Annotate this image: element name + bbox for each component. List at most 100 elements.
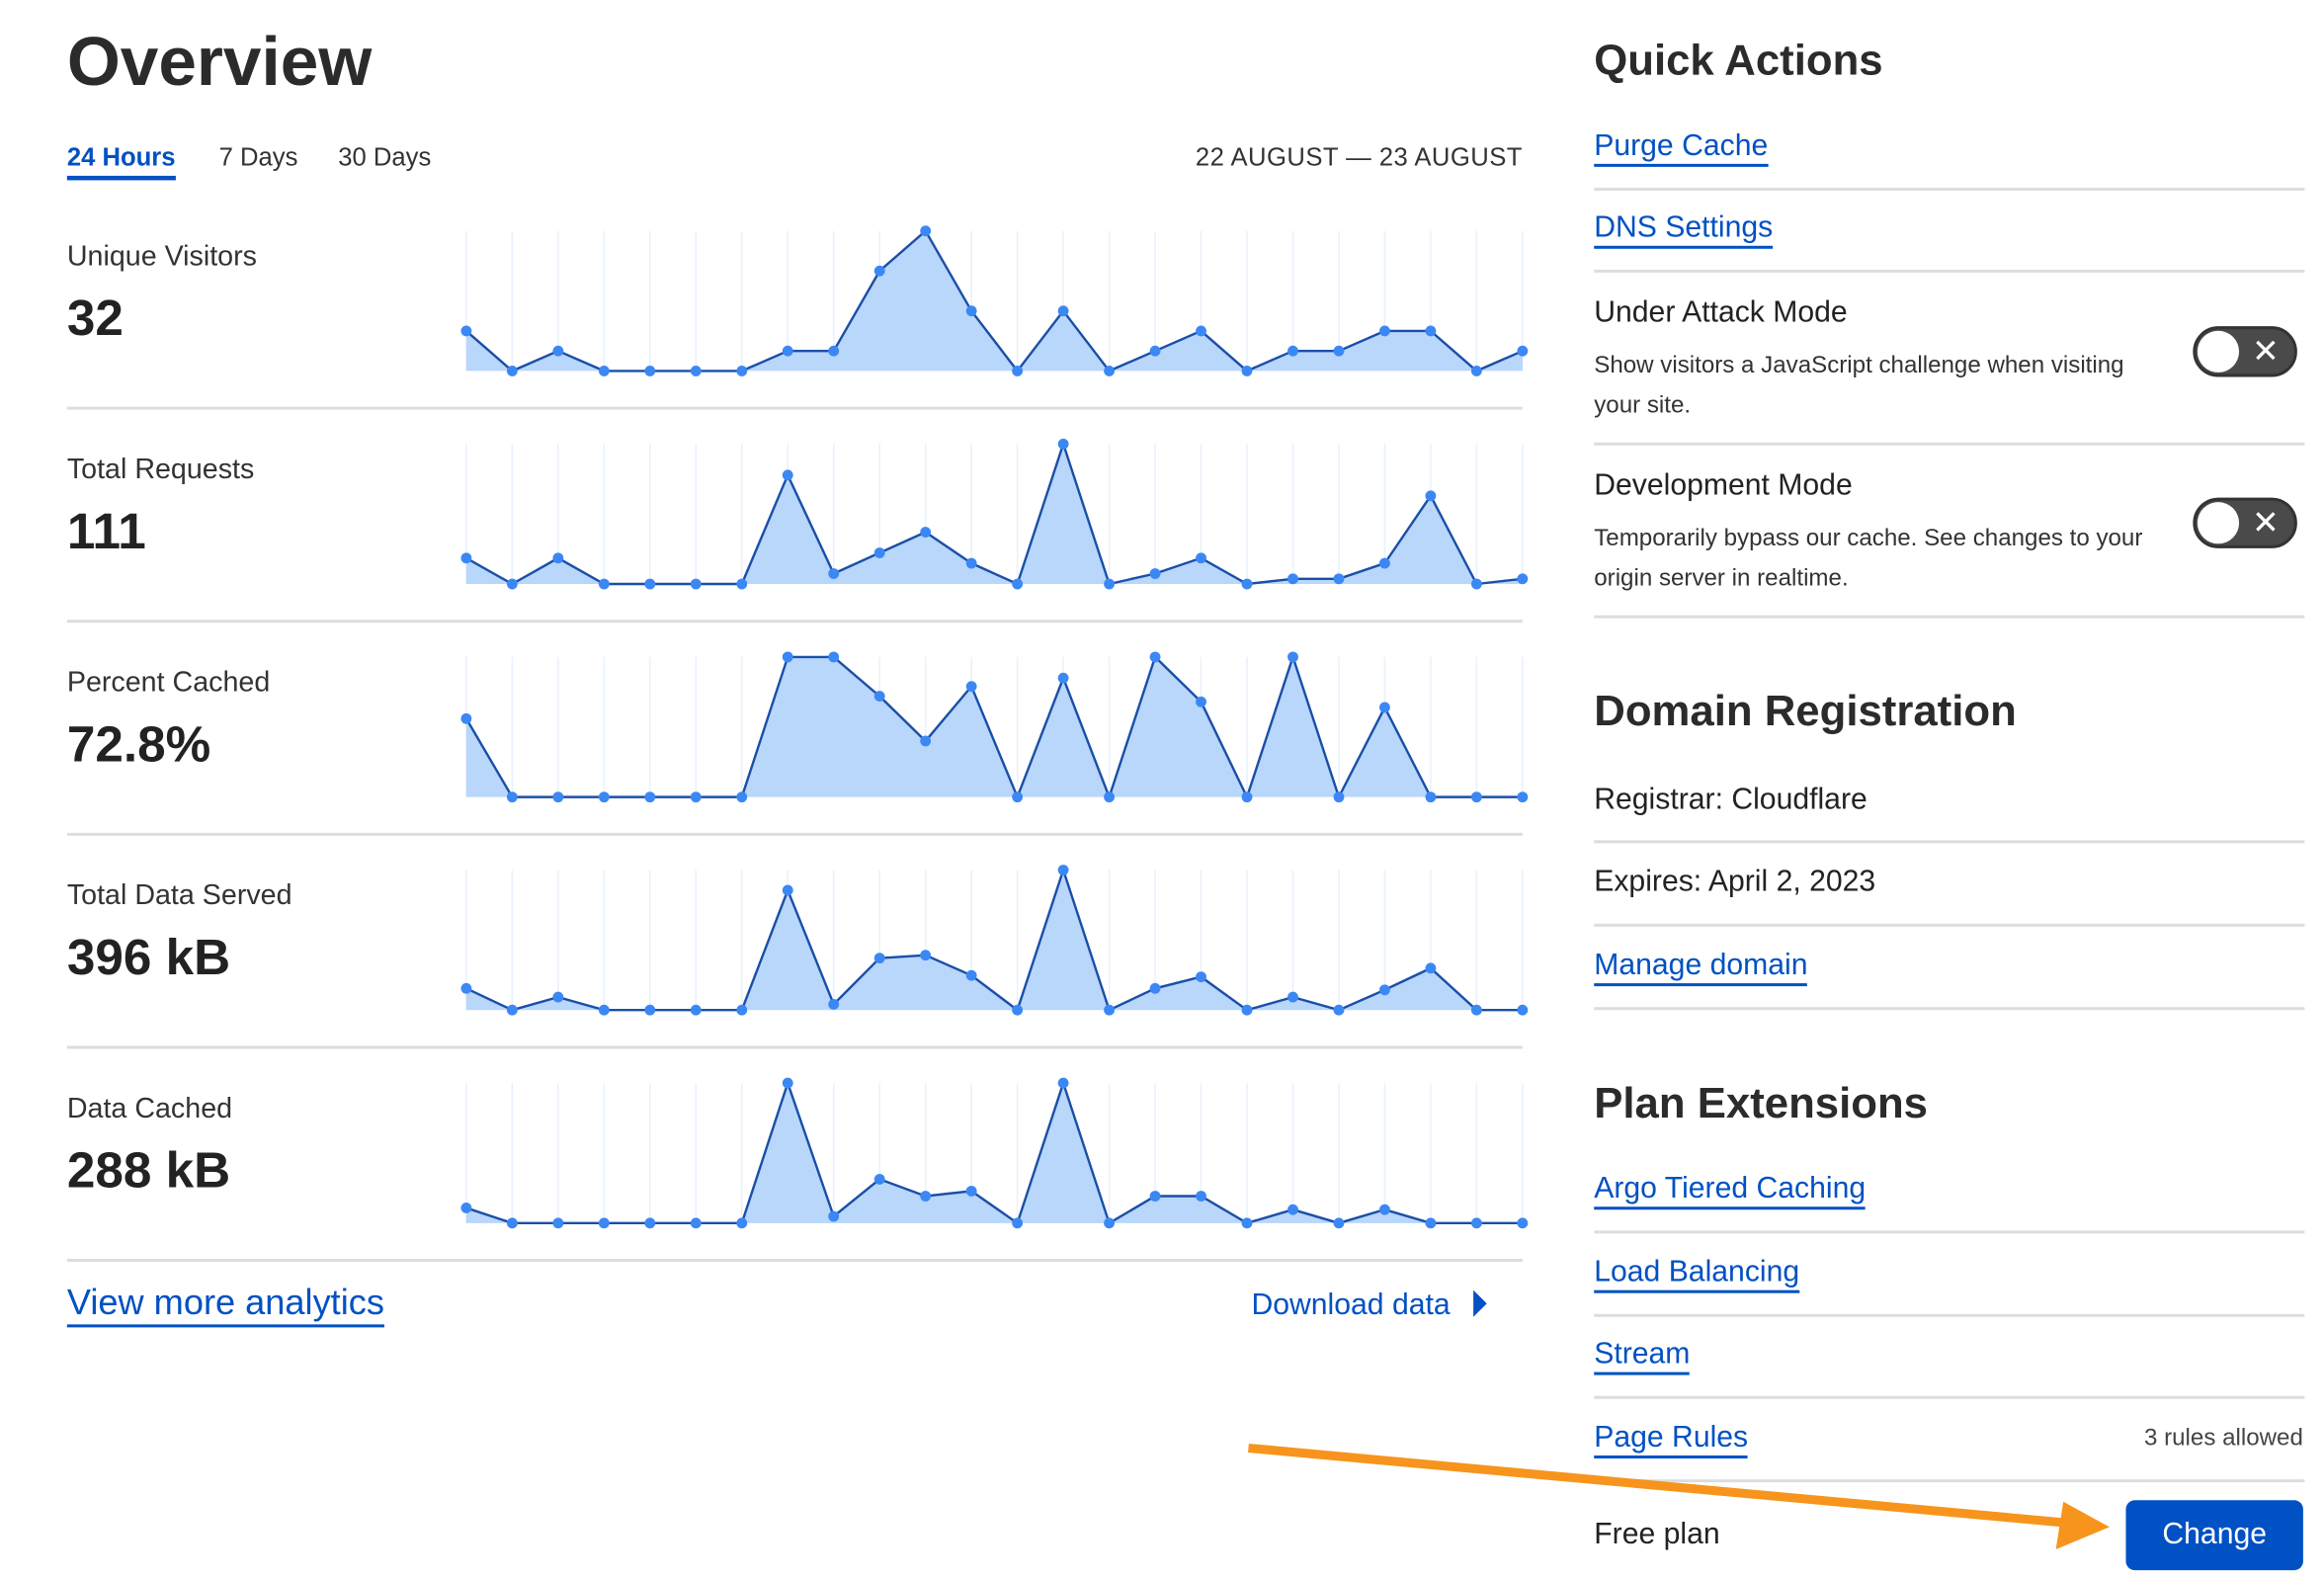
data-point[interactable] — [506, 578, 518, 590]
data-point[interactable] — [506, 1004, 518, 1016]
data-point[interactable] — [828, 345, 840, 357]
data-point[interactable] — [1470, 791, 1482, 803]
dns-settings-link[interactable]: DNS Settings — [1594, 211, 1774, 249]
data-point[interactable] — [1196, 325, 1206, 337]
data-point[interactable] — [1196, 552, 1206, 564]
data-point[interactable] — [736, 365, 748, 376]
data-point[interactable] — [1057, 1077, 1069, 1089]
data-point[interactable] — [506, 791, 518, 803]
data-point[interactable] — [644, 578, 656, 590]
data-point[interactable] — [920, 735, 932, 747]
data-point[interactable] — [690, 791, 702, 803]
data-point[interactable] — [690, 365, 702, 376]
data-point[interactable] — [1379, 702, 1390, 713]
data-point[interactable] — [460, 325, 472, 337]
data-point[interactable] — [873, 1173, 885, 1185]
data-point[interactable] — [1104, 791, 1116, 803]
view-more-analytics-link[interactable]: View more analytics — [66, 1283, 384, 1328]
data-point[interactable] — [644, 1217, 656, 1229]
data-point[interactable] — [782, 651, 793, 663]
data-point[interactable] — [873, 953, 885, 964]
data-point[interactable] — [1149, 345, 1161, 357]
data-point[interactable] — [1425, 962, 1437, 974]
data-point[interactable] — [1241, 578, 1253, 590]
data-point[interactable] — [1517, 1217, 1529, 1229]
data-point[interactable] — [690, 578, 702, 590]
data-point[interactable] — [736, 791, 748, 803]
data-point[interactable] — [1012, 578, 1024, 590]
data-point[interactable] — [1333, 1217, 1345, 1229]
data-point[interactable] — [644, 791, 656, 803]
data-point[interactable] — [920, 527, 932, 538]
data-point[interactable] — [1196, 971, 1206, 983]
data-point[interactable] — [1012, 365, 1024, 376]
data-point[interactable] — [1333, 345, 1345, 357]
data-point[interactable] — [1104, 1217, 1116, 1229]
data-point[interactable] — [736, 1004, 748, 1016]
data-point[interactable] — [1057, 672, 1069, 684]
data-point[interactable] — [1241, 1217, 1253, 1229]
data-point[interactable] — [460, 712, 472, 724]
data-point[interactable] — [1287, 573, 1298, 585]
data-point[interactable] — [1425, 325, 1437, 337]
argo-tiered-caching-link[interactable]: Argo Tiered Caching — [1594, 1173, 1867, 1210]
data-point[interactable] — [552, 991, 564, 1003]
page-rules-link[interactable]: Page Rules — [1594, 1421, 1749, 1459]
data-point[interactable] — [552, 1217, 564, 1229]
data-point[interactable] — [873, 547, 885, 558]
data-point[interactable] — [1425, 490, 1437, 502]
data-point[interactable] — [598, 578, 610, 590]
data-point[interactable] — [1470, 1217, 1482, 1229]
change-plan-button[interactable]: Change — [2125, 1500, 2303, 1571]
data-point[interactable] — [873, 265, 885, 277]
data-point[interactable] — [1287, 991, 1298, 1003]
data-point[interactable] — [598, 1217, 610, 1229]
download-data-button[interactable]: Download data — [1251, 1288, 1487, 1323]
data-point[interactable] — [1057, 305, 1069, 317]
data-point[interactable] — [552, 791, 564, 803]
data-point[interactable] — [1104, 365, 1116, 376]
data-point[interactable] — [1379, 557, 1390, 569]
data-point[interactable] — [920, 950, 932, 961]
data-point[interactable] — [1196, 696, 1206, 707]
data-point[interactable] — [782, 345, 793, 357]
data-point[interactable] — [873, 691, 885, 703]
data-point[interactable] — [598, 791, 610, 803]
load-balancing-link[interactable]: Load Balancing — [1594, 1256, 1800, 1293]
data-point[interactable] — [828, 651, 840, 663]
data-point[interactable] — [782, 469, 793, 481]
tab-30-days[interactable]: 30 Days — [338, 142, 432, 172]
data-point[interactable] — [965, 681, 977, 693]
data-point[interactable] — [782, 884, 793, 896]
data-point[interactable] — [690, 1217, 702, 1229]
data-point[interactable] — [1241, 1004, 1253, 1016]
data-point[interactable] — [460, 552, 472, 564]
data-point[interactable] — [1425, 791, 1437, 803]
data-point[interactable] — [1333, 1004, 1345, 1016]
data-point[interactable] — [920, 1191, 932, 1202]
data-point[interactable] — [1517, 791, 1529, 803]
data-point[interactable] — [1241, 791, 1253, 803]
data-point[interactable] — [965, 557, 977, 569]
data-point[interactable] — [552, 345, 564, 357]
data-point[interactable] — [782, 1077, 793, 1089]
data-point[interactable] — [828, 998, 840, 1010]
data-point[interactable] — [644, 1004, 656, 1016]
data-point[interactable] — [1196, 1191, 1206, 1202]
data-point[interactable] — [506, 365, 518, 376]
data-point[interactable] — [1149, 568, 1161, 579]
purge-cache-link[interactable]: Purge Cache — [1594, 129, 1769, 167]
data-point[interactable] — [506, 1217, 518, 1229]
data-point[interactable] — [736, 578, 748, 590]
data-point[interactable] — [1470, 365, 1482, 376]
under-attack-toggle[interactable]: ✕ — [2193, 326, 2297, 377]
data-point[interactable] — [598, 365, 610, 376]
data-point[interactable] — [1287, 345, 1298, 357]
data-point[interactable] — [1379, 1204, 1390, 1215]
data-point[interactable] — [690, 1004, 702, 1016]
data-point[interactable] — [1333, 573, 1345, 585]
data-point[interactable] — [460, 982, 472, 994]
data-point[interactable] — [736, 1217, 748, 1229]
tab-7-days[interactable]: 7 Days — [218, 142, 298, 172]
data-point[interactable] — [1149, 982, 1161, 994]
